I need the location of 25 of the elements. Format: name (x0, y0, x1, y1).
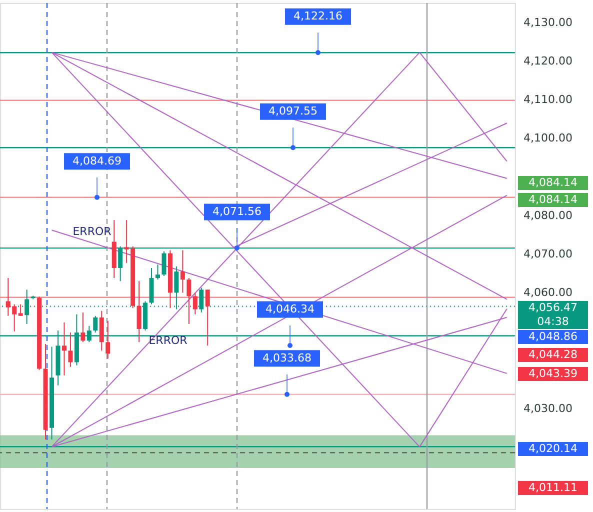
text: 4,043.39 (528, 367, 578, 380)
annotation: 4,046.34 (266, 302, 314, 316)
annotation: ERROR (72, 225, 112, 238)
text: 4,011.11 (528, 481, 578, 494)
y-tick-label: 4,080.00 (524, 208, 572, 222)
y-tick-label: 4,100.00 (524, 132, 572, 145)
y-tick-label: 4,130.00 (524, 16, 572, 29)
y-tick-label: 4,060.00 (524, 286, 572, 300)
annotation: 4,084.69 (72, 154, 122, 168)
y-tick-label: 4,110.00 (524, 93, 572, 106)
annotation: 4,097.55 (268, 104, 318, 118)
text: 4,044.28 (528, 348, 578, 361)
text: 4,020.14 (528, 442, 578, 455)
y-tick-label: 4,070.00 (524, 248, 572, 261)
y-tick-label: 4,030.00 (524, 402, 572, 416)
annotation: 4,033.68 (262, 351, 312, 364)
annotation: ERROR (148, 334, 188, 347)
text: 04:38 (537, 315, 569, 328)
annotation: 4,122.16 (294, 10, 342, 23)
y-tick-label: 4,120.00 (524, 54, 572, 68)
text: 4,056.47 (528, 301, 578, 314)
annotation: 4,071.56 (212, 205, 262, 218)
text: 4,084.14 (528, 176, 578, 189)
text: 4,084.14 (528, 193, 578, 206)
text: 4,048.86 (528, 330, 578, 343)
